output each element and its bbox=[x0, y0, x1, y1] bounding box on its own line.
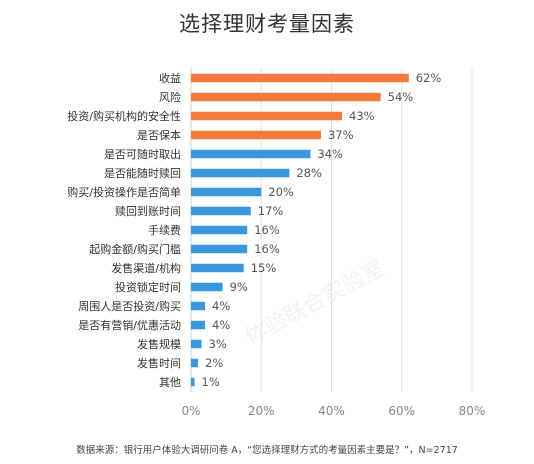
bar bbox=[191, 73, 409, 83]
category-label: 投资/购买机构的安全性 bbox=[67, 109, 181, 123]
category-label: 其他 bbox=[159, 376, 181, 389]
bar bbox=[191, 168, 290, 178]
data-label: 16% bbox=[254, 223, 280, 237]
bar bbox=[191, 187, 262, 197]
bar bbox=[191, 92, 381, 102]
bar bbox=[191, 149, 311, 159]
data-label: 62% bbox=[416, 71, 442, 85]
data-label: 34% bbox=[317, 147, 343, 161]
source-note: 数据来源：银行用户体验大调研问卷 A，“您选择理财方式的考量因素主要是？”，N=… bbox=[76, 445, 458, 456]
x-tick-label: 80% bbox=[459, 404, 486, 418]
category-label: 发售规模 bbox=[137, 337, 181, 351]
category-label: 风险 bbox=[159, 90, 181, 104]
category-label: 是否保本 bbox=[137, 128, 181, 142]
chart-title: 选择理财考量因素 bbox=[179, 12, 355, 36]
bar bbox=[191, 320, 206, 330]
data-label: 4% bbox=[212, 299, 230, 313]
bar bbox=[191, 130, 321, 140]
category-label: 起购金额/购买门槛 bbox=[89, 242, 181, 256]
data-label: 28% bbox=[296, 166, 322, 180]
data-label: 43% bbox=[349, 109, 375, 123]
x-tick-label: 40% bbox=[318, 404, 345, 418]
category-label: 赎回到账时间 bbox=[115, 204, 181, 218]
data-label: 9% bbox=[230, 280, 248, 294]
category-label: 周围人是否投资/购买 bbox=[78, 299, 181, 313]
data-label: 16% bbox=[254, 242, 280, 256]
data-label: 20% bbox=[268, 185, 294, 199]
category-label: 手续费 bbox=[148, 223, 181, 237]
bar bbox=[191, 206, 251, 216]
data-label: 3% bbox=[209, 337, 227, 351]
bar bbox=[191, 358, 199, 368]
category-label: 发售渠道/机构 bbox=[111, 261, 181, 275]
category-label: 是否可随时取出 bbox=[104, 147, 181, 161]
category-label: 发售时间 bbox=[137, 356, 181, 370]
data-label: 37% bbox=[328, 128, 354, 142]
data-label: 1% bbox=[202, 375, 220, 389]
category-label: 收益 bbox=[159, 71, 181, 85]
x-tick-label: 0% bbox=[181, 404, 200, 418]
category-label: 是否能随时赎回 bbox=[104, 166, 181, 180]
category-label: 是否有营销/优惠活动 bbox=[78, 318, 181, 332]
bar bbox=[191, 244, 248, 254]
x-tick-label: 20% bbox=[248, 404, 275, 418]
x-tick-label: 60% bbox=[388, 404, 415, 418]
data-label: 2% bbox=[205, 356, 223, 370]
data-label: 17% bbox=[258, 204, 284, 218]
category-label: 投资锁定时间 bbox=[115, 280, 181, 294]
bar bbox=[191, 111, 343, 121]
bar bbox=[191, 225, 248, 235]
data-label: 54% bbox=[388, 90, 414, 104]
bar bbox=[191, 339, 202, 349]
bar bbox=[191, 263, 244, 273]
data-label: 4% bbox=[212, 318, 230, 332]
bar bbox=[191, 377, 195, 387]
bar bbox=[191, 301, 206, 311]
bar bbox=[191, 282, 223, 292]
category-label: 购买/投资操作是否简单 bbox=[67, 185, 181, 199]
data-label: 15% bbox=[251, 261, 277, 275]
